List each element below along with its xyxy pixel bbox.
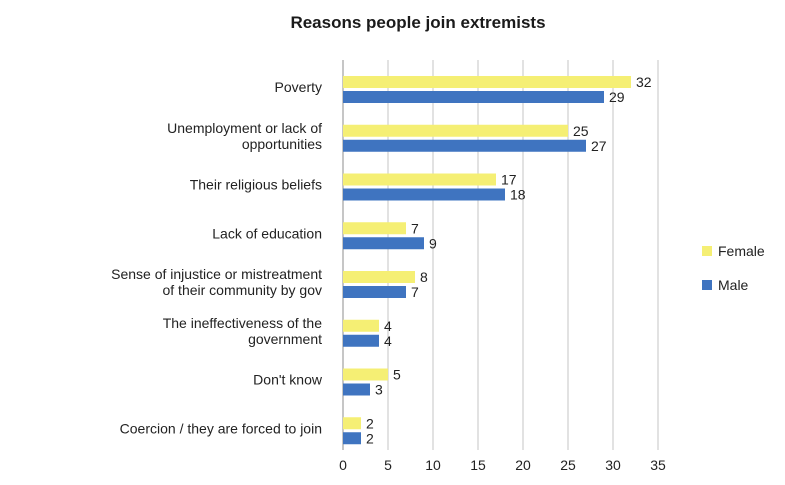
data-label-female: 5 <box>393 367 401 383</box>
data-label-male: 9 <box>429 235 437 251</box>
category-label: Don't know <box>253 372 323 388</box>
bar-male <box>343 188 505 201</box>
legend-swatch-male <box>702 280 712 290</box>
bar-female <box>343 319 379 332</box>
legend-label-female: Female <box>718 243 765 259</box>
legend-label-male: Male <box>718 277 749 293</box>
data-label-male: 3 <box>375 382 383 398</box>
bars <box>343 76 631 445</box>
data-label-male: 7 <box>411 284 419 300</box>
x-tick-label: 20 <box>515 457 531 473</box>
bar-male <box>343 91 604 103</box>
data-label-female: 8 <box>420 269 428 285</box>
data-label-male: 29 <box>609 89 625 105</box>
bar-male <box>343 237 424 250</box>
bar-male <box>343 139 586 152</box>
legend-swatch-female <box>702 246 712 256</box>
data-label-male: 18 <box>510 187 526 203</box>
x-tick-label: 30 <box>605 457 621 473</box>
category-label: Their religious beliefs <box>190 177 322 193</box>
bar-female <box>343 124 568 137</box>
bar-female <box>343 222 406 235</box>
data-label-male: 4 <box>384 333 392 349</box>
bar-female <box>343 76 631 88</box>
data-label-male: 2 <box>366 430 374 446</box>
category-labels: Poverty Unemployment or lack ofopportunit… <box>111 79 323 436</box>
data-label-female: 4 <box>384 318 392 334</box>
category-label: Lack of education <box>212 225 322 241</box>
data-label-female: 25 <box>573 123 589 139</box>
bar-male <box>343 383 370 396</box>
x-tick-label: 0 <box>339 457 347 473</box>
data-label-female: 17 <box>501 172 517 188</box>
bar-female <box>343 417 361 430</box>
x-tick-label: 25 <box>560 457 576 473</box>
bar-female <box>343 173 496 186</box>
chart-title: Reasons people join extremists <box>290 13 545 32</box>
category-label: Poverty <box>275 79 322 95</box>
data-label-female: 7 <box>411 220 419 236</box>
category-label: government <box>248 331 322 347</box>
x-tick-label: 35 <box>650 457 666 473</box>
category-label: Unemployment or lack of <box>167 120 322 136</box>
bar-female <box>343 368 388 381</box>
x-axis-ticks: 0 5 10 15 20 25 30 35 <box>339 457 666 473</box>
x-tick-label: 5 <box>384 457 392 473</box>
legend: Female Male <box>702 243 765 293</box>
category-label: opportunities <box>242 136 322 152</box>
category-label: Sense of injustice or mistreatment <box>111 266 322 282</box>
bar-male <box>343 334 379 347</box>
bar-male <box>343 286 406 298</box>
bar-female <box>343 271 415 283</box>
data-label-male: 27 <box>591 138 607 154</box>
category-label: Coercion / they are forced to join <box>120 420 322 436</box>
category-label: The ineffectiveness of the <box>163 315 322 331</box>
x-tick-label: 10 <box>425 457 441 473</box>
gridlines <box>342 60 659 450</box>
data-label-female: 2 <box>366 415 374 431</box>
category-label: of their community by gov <box>162 282 322 298</box>
bar-male <box>343 432 361 445</box>
data-label-female: 32 <box>636 74 652 90</box>
x-tick-label: 15 <box>470 457 486 473</box>
